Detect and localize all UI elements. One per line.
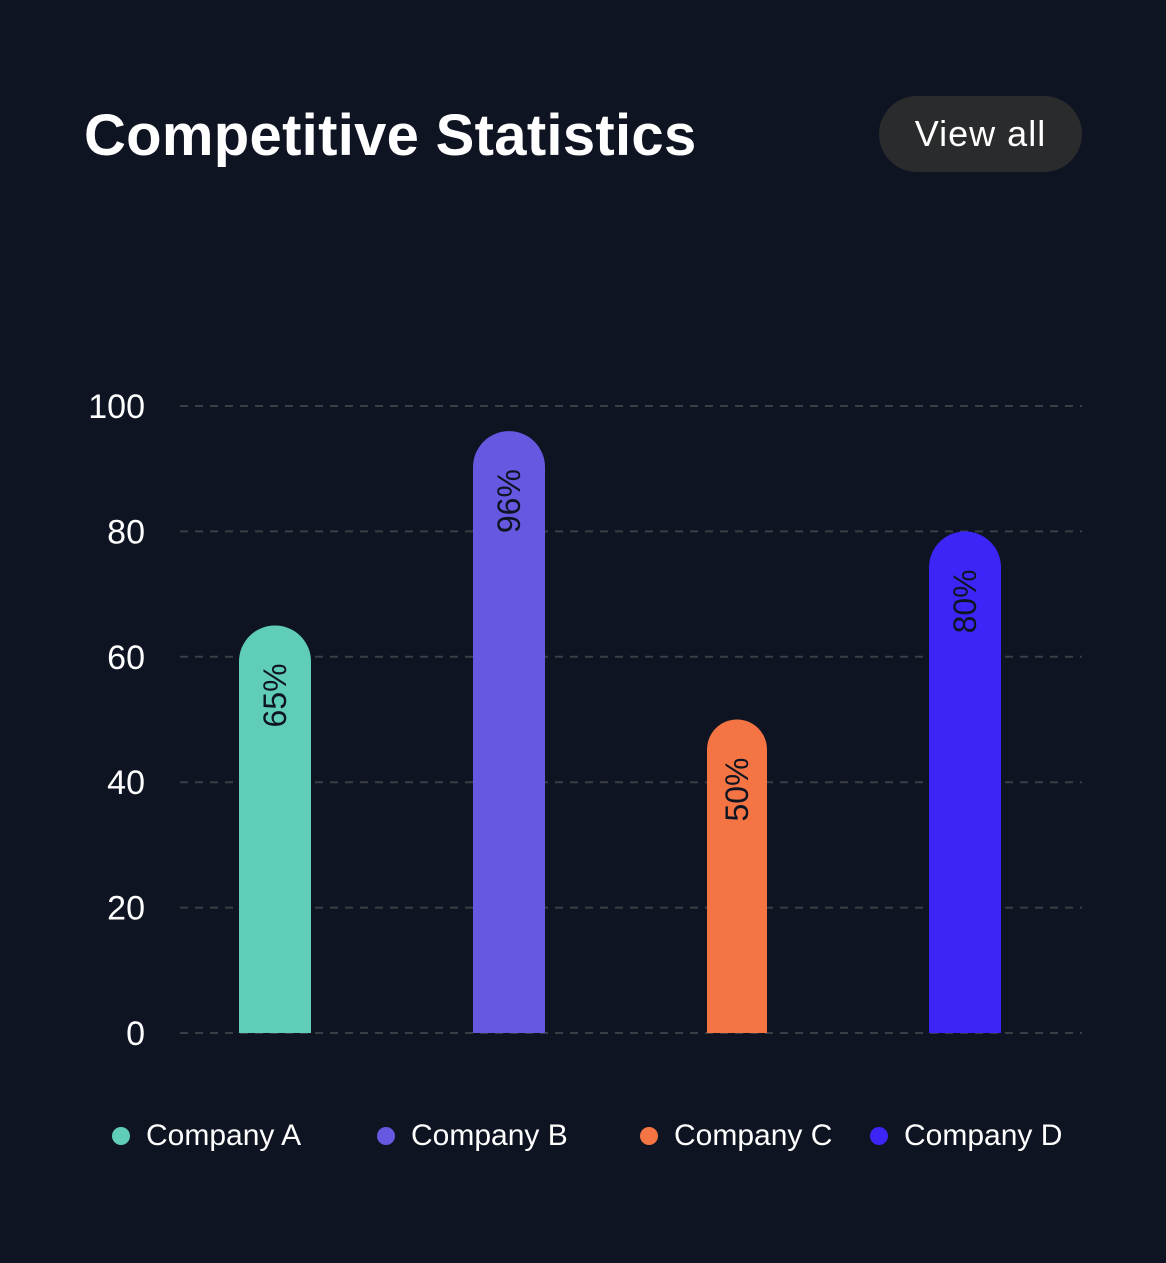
chart-legend: Company A Company B Company C Company D — [0, 1112, 1166, 1160]
legend-label: Company D — [904, 1119, 1063, 1152]
legend-item-company-a[interactable]: Company A — [112, 1112, 301, 1160]
legend-item-company-d[interactable]: Company D — [870, 1112, 1062, 1160]
legend-dot-company-c — [640, 1127, 658, 1145]
y-tick-label: 20 — [107, 890, 145, 928]
page-title: Competitive Statistics — [84, 103, 697, 168]
bar-value-label: 80% — [947, 569, 983, 633]
legend-dot-company-b — [377, 1127, 395, 1145]
legend-item-company-c[interactable]: Company C — [640, 1112, 832, 1160]
bar-chart: 0 20 40 60 80 100 65% 96% 50% 80% — [88, 388, 1082, 1053]
bar-value-label: 96% — [491, 469, 527, 533]
y-tick-label: 40 — [107, 764, 145, 802]
bar-company-d[interactable] — [929, 531, 1001, 1033]
y-tick-label: 0 — [126, 1015, 145, 1053]
legend-item-company-b[interactable]: Company B — [377, 1112, 568, 1160]
legend-dot-company-d — [870, 1127, 888, 1145]
bars — [239, 431, 1001, 1034]
y-axis-ticks: 0 20 40 60 80 100 — [88, 388, 145, 1053]
bar-company-c[interactable] — [707, 719, 767, 1033]
view-all-button[interactable]: View all — [879, 96, 1082, 172]
bar-company-b[interactable] — [473, 431, 545, 1034]
legend-dot-company-a — [112, 1127, 130, 1145]
legend-label: Company C — [674, 1119, 833, 1152]
legend-label: Company B — [411, 1119, 568, 1152]
y-tick-label: 100 — [88, 388, 145, 426]
y-tick-label: 80 — [107, 513, 145, 551]
bar-value-labels: 65% 96% 50% 80% — [257, 469, 983, 821]
legend-label: Company A — [146, 1119, 302, 1152]
y-tick-label: 60 — [107, 639, 145, 677]
bar-value-label: 65% — [257, 663, 293, 727]
bar-value-label: 50% — [719, 757, 755, 821]
bar-company-a[interactable] — [239, 625, 311, 1033]
